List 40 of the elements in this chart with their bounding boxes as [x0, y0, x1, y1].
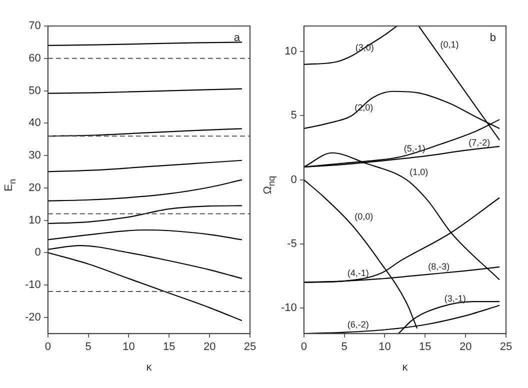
x-tick-label: 0 [300, 341, 307, 354]
annotation: (3,-1) [444, 294, 466, 304]
y-tick-label: 5 [290, 110, 297, 122]
x-tick-label: 15 [163, 341, 176, 354]
annotation: (1,0) [410, 166, 428, 177]
y-tick-label: 10 [284, 46, 297, 58]
x-tick-label: 5 [341, 341, 348, 354]
x-tick-label: 15 [419, 341, 432, 354]
annotation: b [490, 32, 496, 44]
annotation: (0,0) [354, 212, 374, 222]
y-tick-label: 40 [28, 117, 41, 130]
y-tick-label: 50 [28, 84, 41, 97]
y-tick-label: 60 [28, 52, 41, 64]
annotation: a [234, 32, 241, 44]
x-axis-title: κ [402, 361, 408, 374]
x-tick-label: 5 [85, 341, 92, 354]
y-tick-label: 20 [28, 182, 41, 194]
annotation: (0,1) [440, 39, 459, 50]
y-tick-label: 0 [34, 246, 41, 259]
y-tick-label: 10 [28, 214, 41, 226]
x-tick-label: 20 [459, 341, 472, 354]
annotation: (7,-2) [468, 137, 490, 148]
annotation: (6,-2) [347, 319, 369, 330]
y-tick-label: 70 [28, 20, 41, 32]
x-tick-label: 20 [203, 341, 216, 354]
y-tick-label: 30 [28, 150, 41, 162]
x-tick-label: 25 [244, 341, 256, 354]
x-tick-label: 0 [44, 341, 51, 354]
x-tick-label: 10 [122, 341, 135, 354]
y-tick-label: -10 [24, 279, 41, 292]
x-axis-title: κ [146, 361, 152, 374]
annotation: (5,-1) [404, 144, 426, 154]
x-tick-label: 10 [378, 341, 391, 354]
y-tick-label: -10 [280, 302, 297, 314]
y-tick-label: -5 [287, 238, 297, 250]
x-tick-label: 25 [500, 341, 512, 354]
y-tick-label: -20 [24, 311, 41, 324]
annotation: (4,-1) [347, 268, 369, 278]
annotation: (8,-3) [428, 262, 450, 272]
y-tick-label: 0 [290, 174, 297, 186]
